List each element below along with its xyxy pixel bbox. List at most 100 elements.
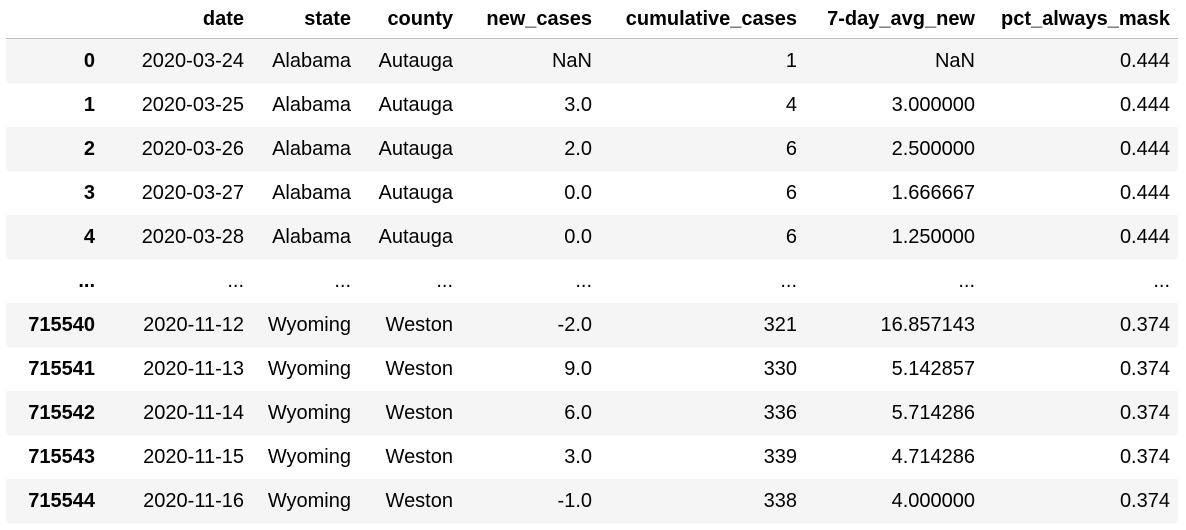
header-cell-cumulative-cases: cumulative_cases <box>600 0 805 39</box>
cell-pct-always-mask: 0.374 <box>1119 445 1170 468</box>
cell-7-day-avg-new: NaN <box>934 49 975 72</box>
header-cell-index <box>6 0 103 39</box>
table-body: 0 2020-03-24 Alabama Autauga NaN 1 NaN 0.444 1 20… <box>6 38 1178 523</box>
cell-state: Wyoming <box>267 445 351 468</box>
cell-date: 2020-03-27 <box>141 181 244 204</box>
cell-county: Weston <box>385 445 453 468</box>
cell-date: 2020-11-12 <box>143 313 244 336</box>
cell-state: Alabama <box>272 225 351 248</box>
row-index-cell: 0 <box>83 49 95 72</box>
cell-state: Alabama <box>272 49 351 72</box>
cell-pct-always-mask: 0.374 <box>1119 357 1170 380</box>
row-index-cell: 1 <box>83 93 95 116</box>
header-cell-date: date <box>103 0 252 39</box>
cell-cumulative-cases: 336 <box>763 401 797 424</box>
cell-new-cases: -1.0 <box>557 489 592 512</box>
cell-7-day-avg-new: 5.714286 <box>891 401 975 424</box>
cell-date: 2020-03-25 <box>141 93 244 116</box>
header-cell-7-day-avg-new: 7-day_avg_new <box>805 0 983 39</box>
cell-new-cases: 3.0 <box>564 445 592 468</box>
cell-state: Alabama <box>272 93 351 116</box>
cell-7-day-avg-new: 5.142857 <box>891 357 975 380</box>
cell-pct-always-mask: 0.374 <box>1119 489 1170 512</box>
cell-state: Alabama <box>272 181 351 204</box>
table-row: 0 2020-03-24 Alabama Autauga NaN 1 NaN 0.444 <box>6 38 1178 83</box>
cell-county: Weston <box>385 313 453 336</box>
cell-pct-always-mask: 0.444 <box>1119 137 1170 160</box>
cell-date: 2020-03-26 <box>141 137 244 160</box>
cell-pct-always-mask: 0.444 <box>1119 181 1170 204</box>
cell-state: Wyoming <box>267 489 351 512</box>
cell-county: Autauga <box>378 181 453 204</box>
cell-state: Wyoming <box>267 401 351 424</box>
cell-7-day-avg-new: 1.250000 <box>891 225 975 248</box>
cell-pct-always-mask: 0.444 <box>1119 49 1170 72</box>
cell-7-day-avg-new: 4.714286 <box>891 445 975 468</box>
row-index-cell: 3 <box>83 181 95 204</box>
table-row: 1 2020-03-25 Alabama Autauga 3.0 4 3.000000 0.4… <box>6 83 1178 127</box>
cell-new-cases: 0.0 <box>564 225 592 248</box>
cell-7-day-avg-new: 2.500000 <box>891 137 975 160</box>
cell-county: Autauga <box>378 93 453 116</box>
table-row: 715543 2020-11-15 Wyoming Weston 3.0 339 4.714… <box>6 435 1178 479</box>
cell-county: Weston <box>385 489 453 512</box>
cell-date: 2020-03-24 <box>141 49 244 72</box>
row-index-cell: 715542 <box>28 401 95 424</box>
row-index-cell: 715544 <box>28 489 95 512</box>
cell-cumulative-cases: 330 <box>763 357 797 380</box>
header-cell-pct-always-mask: pct_always_mask <box>983 0 1178 39</box>
cell-7-day-avg-new: 1.666667 <box>891 181 975 204</box>
cell-county: Weston <box>385 357 453 380</box>
table-row: 3 2020-03-27 Alabama Autauga 0.0 6 1.666667 0.4… <box>6 171 1178 215</box>
row-index-cell: 715543 <box>28 445 95 468</box>
cell-county: Autauga <box>378 49 453 72</box>
cell-cumulative-cases: 6 <box>785 225 797 248</box>
cell-state: Wyoming <box>267 357 351 380</box>
cell-county: Weston <box>385 401 453 424</box>
table-row: 2 2020-03-26 Alabama Autauga 2.0 6 2.500000 0.4… <box>6 127 1178 171</box>
cell-cumulative-cases: 6 <box>785 137 797 160</box>
row-index-cell: 715541 <box>28 357 95 380</box>
cell-cumulative-cases: 338 <box>763 489 797 512</box>
table-row: 715544 2020-11-16 Wyoming Weston -1.0 338 4.00… <box>6 479 1178 523</box>
cell-7-day-avg-new: ... <box>958 269 975 292</box>
cell-pct-always-mask: 0.374 <box>1119 401 1170 424</box>
cell-state: Wyoming <box>267 313 351 336</box>
cell-new-cases: NaN <box>551 49 592 72</box>
cell-cumulative-cases: 6 <box>785 181 797 204</box>
cell-county: Autauga <box>378 137 453 160</box>
table-row: 715541 2020-11-13 Wyoming Weston 9.0 330 5.142… <box>6 347 1178 391</box>
cell-new-cases: 9.0 <box>564 357 592 380</box>
cell-pct-always-mask: 0.444 <box>1119 225 1170 248</box>
header-cell-new-cases: new_cases <box>461 0 600 39</box>
cell-new-cases: 3.0 <box>564 93 592 116</box>
table-row: 4 2020-03-28 Alabama Autauga 0.0 6 1.250000 0.4… <box>6 215 1178 259</box>
cell-new-cases: ... <box>575 269 592 292</box>
cell-cumulative-cases: 4 <box>785 93 797 116</box>
row-index-cell: 2 <box>83 137 95 160</box>
cell-pct-always-mask: ... <box>1153 269 1170 292</box>
row-index-cell: 715540 <box>28 313 95 336</box>
table-row: 715540 2020-11-12 Wyoming Weston -2.0 321 16.8… <box>6 303 1178 347</box>
header-cell-state: state <box>252 0 359 39</box>
dataframe-output: date state county new_cases cumulative_c… <box>6 0 1178 523</box>
cell-date: 2020-11-13 <box>143 357 244 380</box>
cell-cumulative-cases: 1 <box>785 49 797 72</box>
cell-pct-always-mask: 0.374 <box>1119 313 1170 336</box>
cell-date: 2020-11-15 <box>143 445 244 468</box>
cell-new-cases: 6.0 <box>564 401 592 424</box>
cell-date: 2020-03-28 <box>141 225 244 248</box>
header-cell-county: county <box>359 0 461 39</box>
cell-state: ... <box>334 269 351 292</box>
table-row: ........................ <box>6 259 1178 303</box>
cell-cumulative-cases: 321 <box>763 313 797 336</box>
row-index-cell: 4 <box>83 225 95 248</box>
cell-date: ... <box>227 269 244 292</box>
cell-county: ... <box>436 269 453 292</box>
cell-date: 2020-11-14 <box>143 401 244 424</box>
table-row: 715542 2020-11-14 Wyoming Weston 6.0 336 5.714… <box>6 391 1178 435</box>
cell-new-cases: 0.0 <box>564 181 592 204</box>
header-row: date state county new_cases cumulative_c… <box>6 0 1178 39</box>
cell-new-cases: 2.0 <box>564 137 592 160</box>
cell-pct-always-mask: 0.444 <box>1119 93 1170 116</box>
